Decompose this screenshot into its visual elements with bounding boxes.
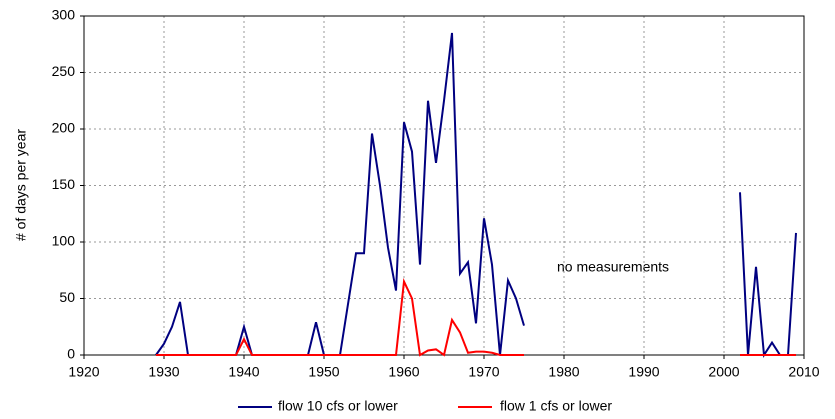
x-tick-label: 2000 [708, 364, 739, 380]
x-tick-label: 1940 [228, 364, 259, 380]
x-tick-label: 1930 [148, 364, 179, 380]
y-tick-label: 0 [67, 346, 75, 362]
y-axis-label: # of days per year [13, 129, 29, 241]
y-tick-label: 250 [52, 63, 76, 79]
series-line [156, 277, 796, 357]
y-tick-label: 300 [52, 7, 76, 23]
x-tick-label: 1950 [308, 364, 339, 380]
annotation: no measurements [557, 259, 669, 275]
x-tick-label: 1980 [548, 364, 579, 380]
x-tick-label: 1990 [628, 364, 659, 380]
y-tick-label: 200 [52, 120, 76, 136]
series-line [155, 32, 797, 358]
y-tick-label: 50 [59, 289, 75, 305]
legend-label: flow 1 cfs or lower [500, 398, 612, 414]
x-tick-label: 2010 [788, 364, 819, 380]
legend-label: flow 10 cfs or lower [278, 398, 398, 414]
x-tick-label: 1960 [388, 364, 419, 380]
y-tick-label: 150 [52, 176, 76, 192]
y-tick-label: 100 [52, 233, 76, 249]
x-tick-label: 1920 [68, 364, 99, 380]
x-tick-label: 1970 [468, 364, 499, 380]
